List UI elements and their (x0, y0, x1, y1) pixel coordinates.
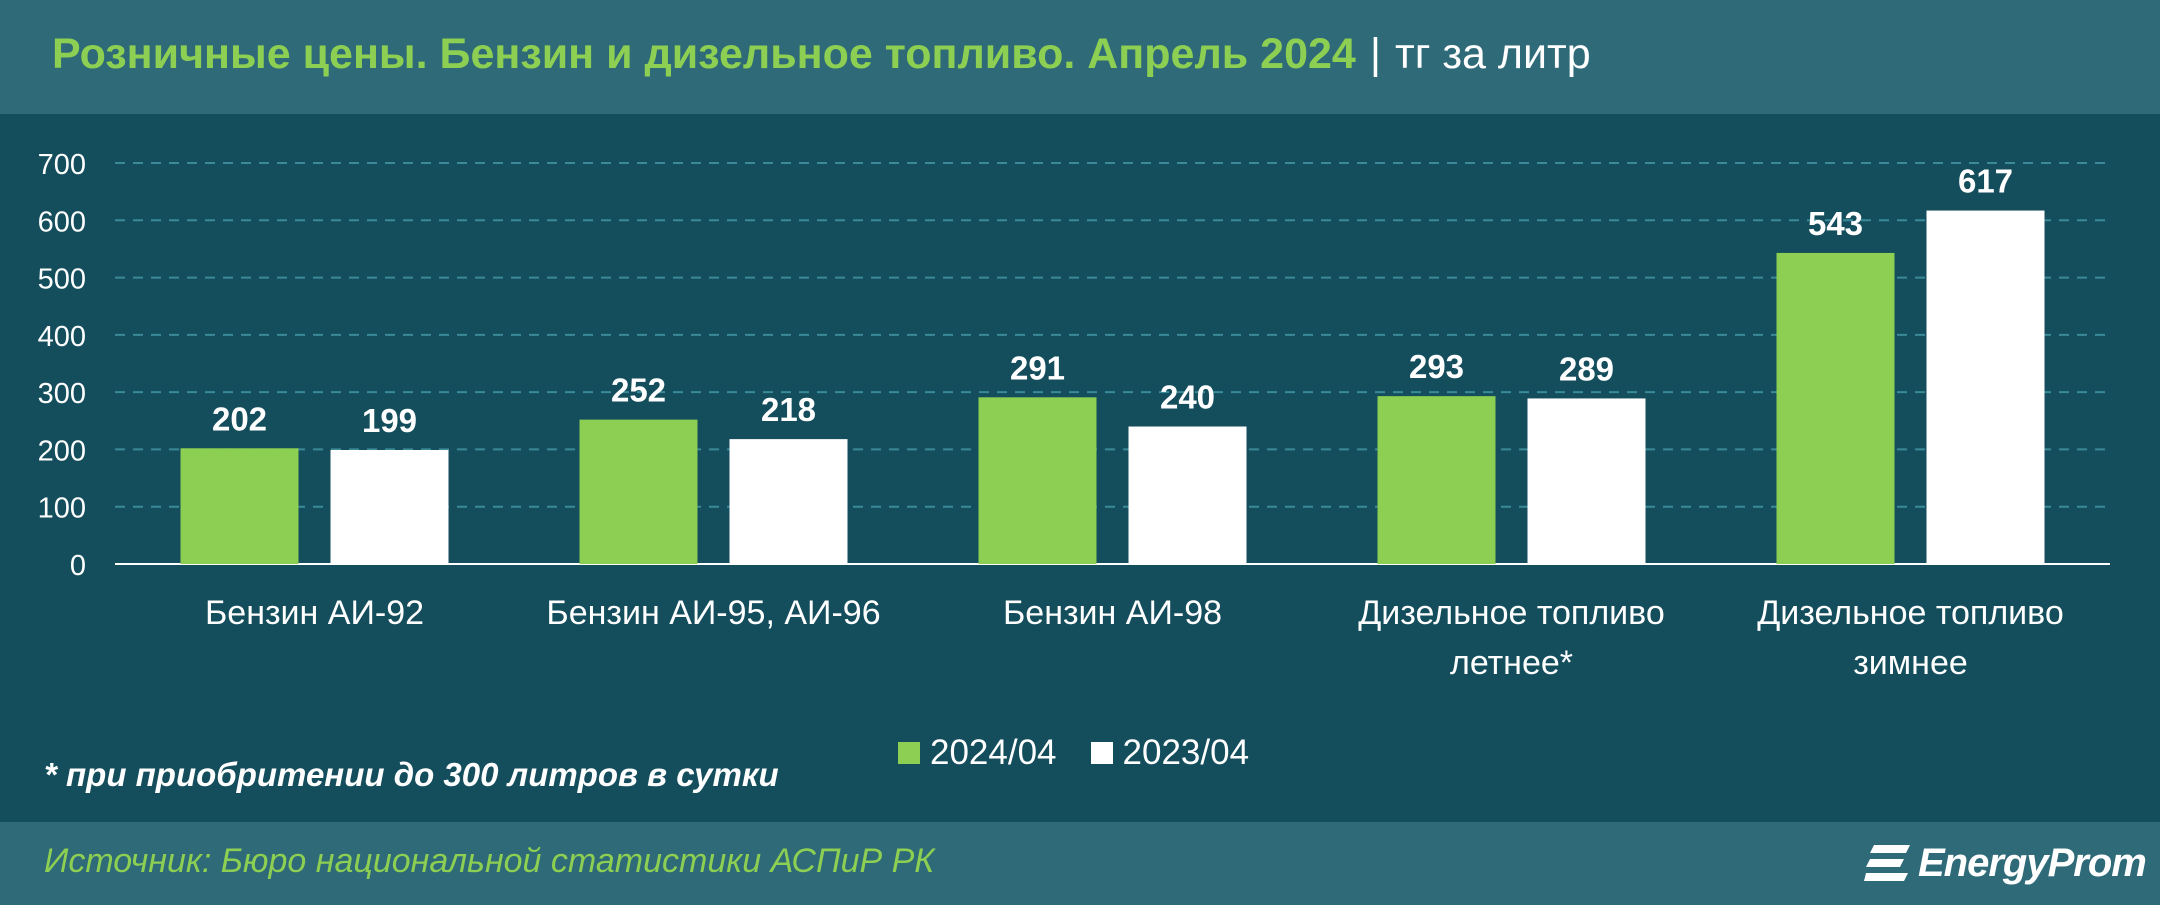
data-label: 252 (611, 372, 666, 409)
legend-swatch-2023 (1090, 742, 1113, 764)
source-note: Источник: Бюро национальной статистики А… (44, 842, 935, 880)
data-label: 543 (1808, 205, 1863, 242)
legend-item-2023: 2023/04 (1090, 733, 1250, 773)
category-label: Бензин АИ-92 (205, 594, 424, 632)
legend-label-2023: 2023/04 (1122, 733, 1250, 772)
chart-title-main: Розничные цены. Бензин и дизельное топли… (52, 30, 1356, 78)
category-label: Бензин АИ-98 (1003, 594, 1222, 632)
y-tick-label: 400 (38, 321, 86, 353)
logo-text: EnergyProm (1918, 840, 2147, 885)
data-label: 218 (761, 391, 816, 428)
category-label: Дизельное топливо (1757, 594, 2064, 632)
chart-title: Розничные цены. Бензин и дизельное топли… (52, 30, 1591, 79)
legend-swatch-2024 (898, 742, 920, 764)
bar-2023/04 (330, 450, 449, 564)
title-separator: | (1369, 30, 1381, 78)
bar-chart: 0 100 200 300 400 500 600 700 202 199 Бензин АИ-92… (38, 149, 2110, 682)
bar-2023/04 (1926, 210, 2045, 564)
category-label: Дизельное топливо (1358, 594, 1665, 632)
y-tick-label: 100 (38, 493, 86, 525)
data-label: 240 (1160, 379, 1215, 416)
legend-item-2024: 2024/04 (898, 733, 1057, 773)
data-label: 199 (362, 402, 417, 439)
y-tick-label: 200 (38, 435, 86, 467)
bar-2023/04 (1527, 398, 1646, 564)
y-tick-label: 300 (38, 378, 86, 410)
footnote: * при приобритении до 300 литров в сутки (44, 756, 779, 793)
y-tick-label: 0 (70, 550, 86, 582)
bar-2024/04 (978, 397, 1097, 564)
category-label: зимнее (1853, 644, 1968, 682)
category-label: летнее* (1450, 644, 1573, 682)
bar-2024/04 (1776, 252, 1895, 564)
y-tick-label: 600 (38, 206, 86, 238)
logo-mark-icon (1864, 845, 1910, 881)
y-tick-label: 700 (38, 149, 86, 181)
bar-2024/04 (180, 448, 299, 564)
data-label: 293 (1409, 348, 1464, 385)
legend: 2024/04 2023/04 (898, 730, 1283, 776)
data-label: 289 (1559, 350, 1614, 387)
data-label: 291 (1010, 349, 1065, 386)
bar-2024/04 (579, 419, 698, 564)
bar-2023/04 (1128, 426, 1247, 564)
header-band: Розничные цены. Бензин и дизельное топли… (0, 0, 2160, 114)
data-label: 202 (212, 400, 267, 437)
y-tick-label: 500 (38, 264, 86, 296)
energyprom-logo: EnergyProm (1864, 832, 2147, 894)
bar-2024/04 (1377, 396, 1496, 564)
data-label: 617 (1958, 163, 2013, 200)
chart-unit: тг за литр (1395, 30, 1591, 78)
category-label: Бензин АИ-95, АИ-96 (546, 594, 880, 632)
footer-band: Источник: Бюро национальной статистики А… (0, 822, 2160, 905)
bar-2023/04 (729, 439, 848, 564)
legend-label-2024: 2024/04 (930, 733, 1057, 772)
